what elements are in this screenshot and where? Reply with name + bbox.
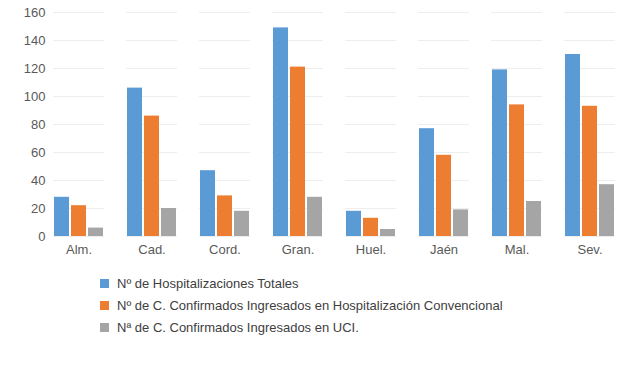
svg-text:Gran.: Gran. [282,242,315,257]
svg-text:Alm.: Alm. [66,242,92,257]
svg-text:100: 100 [24,89,46,104]
svg-text:140: 140 [24,33,46,48]
svg-text:0: 0 [38,229,45,244]
svg-text:Sev.: Sev. [577,242,602,257]
svg-text:160: 160 [24,5,46,20]
svg-text:40: 40 [31,173,45,188]
svg-text:Mal.: Mal. [505,242,530,257]
html-text:Nª de C. Confirmados Ingresado: Nª de C. Confirmados Ingresados en UCI. [117,319,359,335]
svg-text:120: 120 [24,61,46,76]
svg-text:Cord.: Cord. [209,242,241,257]
svg-text:80: 80 [31,117,45,132]
html-text:Nº de C. Confirmados Ingresado: Nº de C. Confirmados Ingresados en Hospi… [117,297,503,313]
svg-text:Cad.: Cad. [138,242,165,257]
html-text:Nº de Hospitalizaciones Totale: Nº de Hospitalizaciones Totales [117,275,299,291]
svg-text:Huel.: Huel. [356,242,386,257]
svg-text:20: 20 [31,201,45,216]
svg-text:60: 60 [31,145,45,160]
svg-text:Jaén: Jaén [430,242,458,257]
